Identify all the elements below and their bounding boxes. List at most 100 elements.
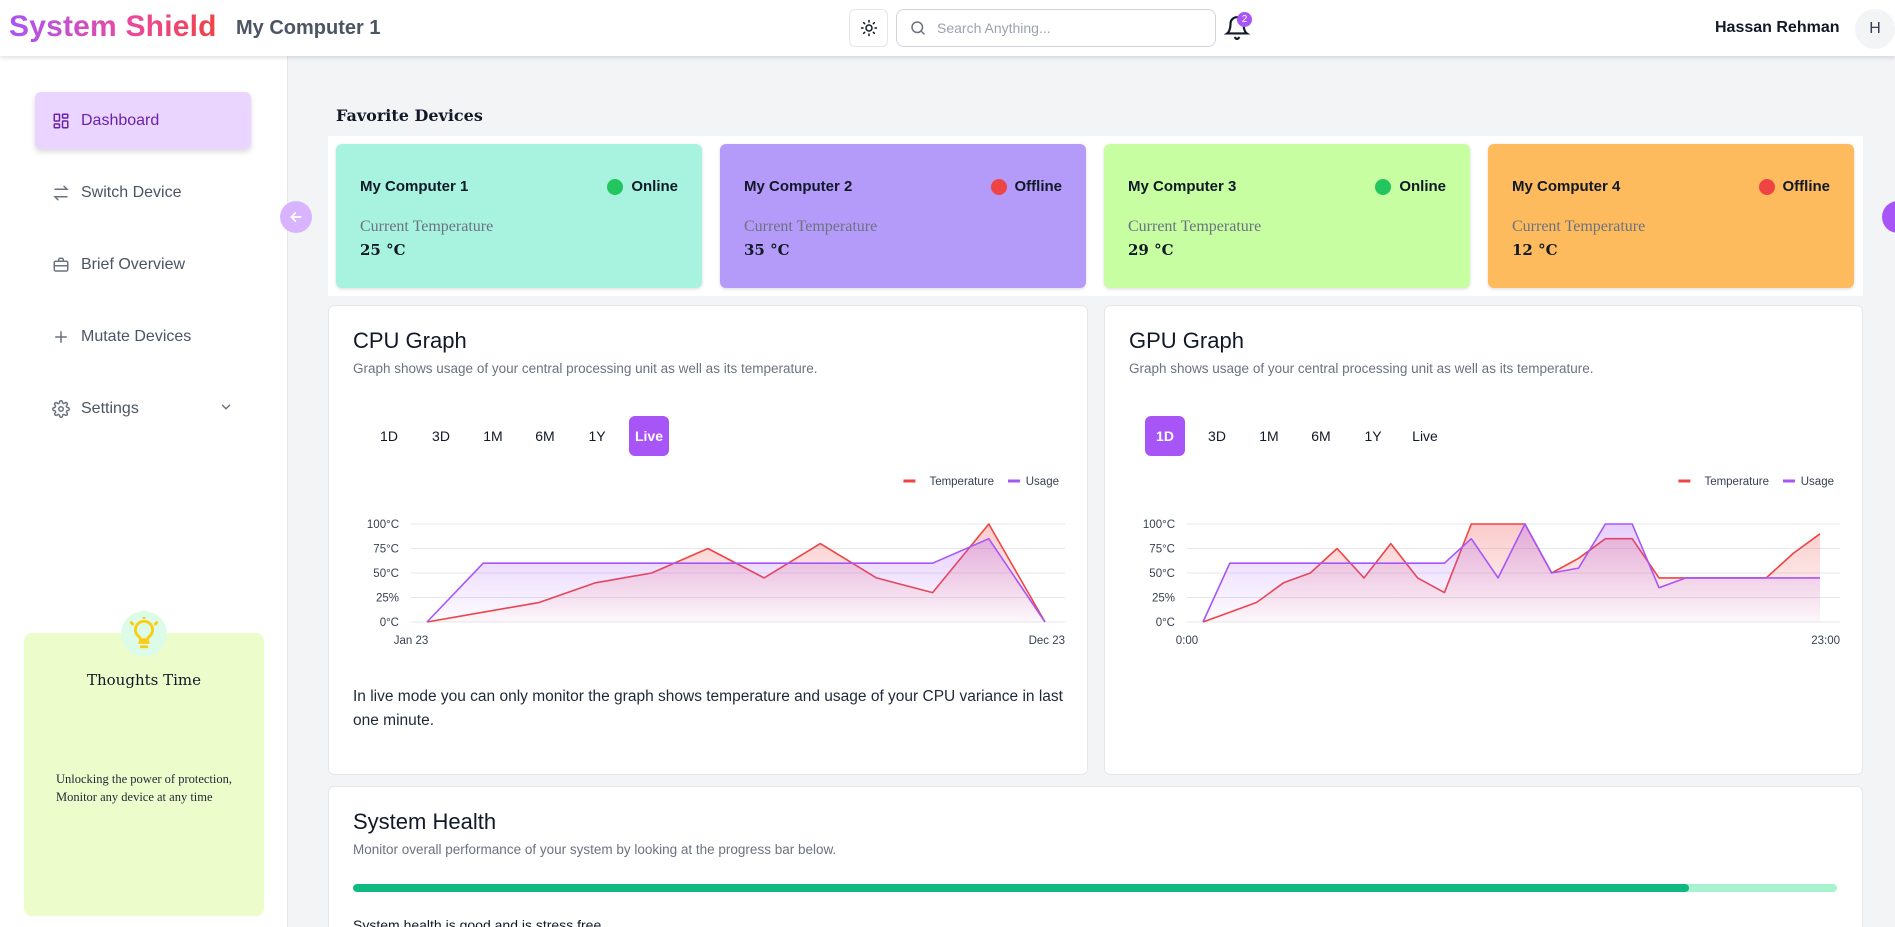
collapse-sidebar-button[interactable] — [280, 201, 312, 233]
search-box[interactable] — [896, 9, 1216, 47]
sidebar-item-mutate-devices[interactable]: Mutate Devices — [35, 308, 251, 365]
device-card[interactable]: My Computer 4 Offline Current Temperatur… — [1488, 144, 1854, 288]
sidebar-item-dashboard[interactable]: Dashboard — [35, 92, 251, 149]
cpu-graph-subtitle: Graph shows usage of your central proces… — [353, 361, 818, 376]
x-tick-label: Jan 23 — [394, 635, 429, 647]
y-tick-label: 75°C — [373, 544, 399, 556]
notification-badge: 2 — [1237, 12, 1252, 27]
status-label: Offline — [1782, 178, 1831, 195]
gpu-graph-title: GPU Graph — [1129, 328, 1244, 353]
range-tab[interactable]: 1Y — [1364, 428, 1382, 444]
theme-toggle-button[interactable] — [849, 9, 888, 47]
y-tick-label: 100°C — [367, 519, 399, 531]
range-tab[interactable]: Live — [629, 416, 669, 456]
temperature-value: 29 °C — [1128, 241, 1174, 259]
x-tick-label: 23:00 — [1811, 635, 1840, 647]
legend-label: Usage — [1801, 476, 1834, 488]
status-dot — [607, 178, 624, 195]
sidebar-item-label: Switch Device — [81, 183, 182, 201]
top-header: System Shield My Computer 1 2 Hassan Reh… — [0, 0, 1895, 56]
bell-icon[interactable] — [1224, 15, 1250, 41]
series-line-usage — [1202, 523, 1820, 623]
temperature-value: 25 °C — [360, 241, 406, 259]
sidebar-item-label: Mutate Devices — [81, 327, 192, 345]
health-progress-bar — [353, 884, 1837, 892]
cpu-chart: 0°C 25% 50°C 75°C 100°C Jan 23 Dec 23 Usage Temp… — [367, 476, 1065, 647]
switch-arrows-icon — [51, 183, 71, 203]
range-tab[interactable]: 3D — [432, 428, 450, 444]
range-tab[interactable]: 3D — [1208, 428, 1226, 444]
range-tab[interactable]: Live — [1412, 428, 1438, 444]
range-tab[interactable]: 6M — [1311, 428, 1331, 444]
range-tab[interactable]: 1M — [483, 428, 503, 444]
carousel-next-button[interactable] — [1882, 201, 1895, 233]
device-name: My Computer 1 — [360, 178, 469, 195]
range-tab[interactable]: 1D — [380, 428, 398, 444]
series-line-usage — [426, 537, 1046, 623]
temperature-label: Current Temperature — [1128, 218, 1262, 235]
thoughts-card: Thoughts Time Unlocking the power of pro… — [24, 611, 264, 916]
search-icon — [911, 21, 925, 35]
user-name[interactable]: Hassan Rehman — [1715, 19, 1840, 36]
y-tick-label: 0°C — [1156, 617, 1175, 629]
chevron-down-icon[interactable] — [219, 400, 233, 414]
temperature-value: 35 °C — [744, 241, 790, 259]
favorites-title: Favorite Devices — [336, 106, 483, 125]
temperature-label: Current Temperature — [1512, 218, 1646, 235]
gear-icon — [51, 399, 71, 419]
brand-logo[interactable]: System Shield — [9, 10, 217, 43]
device-status: Offline — [990, 178, 1063, 195]
plus-icon — [51, 327, 71, 347]
sidebar-item-label: Brief Overview — [81, 255, 186, 273]
sidebar: Dashboard Switch Device Brief Overview M… — [0, 56, 288, 927]
legend-label: Usage — [1026, 476, 1059, 488]
device-card[interactable]: My Computer 1 Online Current Temperature… — [336, 144, 702, 288]
y-tick-label: 50°C — [373, 568, 399, 580]
arrow-left-icon — [290, 212, 302, 222]
status-dot — [990, 178, 1007, 195]
status-label: Offline — [1014, 178, 1063, 195]
system-health-title: System Health — [353, 809, 497, 834]
range-tab[interactable]: 6M — [535, 428, 555, 444]
device-card[interactable]: My Computer 3 Online Current Temperature… — [1104, 144, 1470, 288]
current-device-title: My Computer 1 — [236, 17, 381, 39]
status-label: Online — [1399, 178, 1446, 195]
y-tick-label: 25% — [1152, 593, 1175, 605]
search-input[interactable] — [937, 20, 1197, 36]
cpu-graph-panel: CPU Graph Graph shows usage of your cent… — [328, 305, 1088, 775]
status-dot — [1375, 178, 1392, 195]
series-area-usage — [1203, 524, 1820, 622]
device-card[interactable]: My Computer 2 Offline Current Temperatur… — [720, 144, 1086, 288]
device-status: Offline — [1758, 178, 1831, 195]
system-health-subtitle: Monitor overall performance of your syst… — [353, 842, 837, 857]
dashboard-icon — [51, 111, 71, 131]
x-tick-label: 0:00 — [1176, 635, 1198, 647]
x-tick-label: Dec 23 — [1029, 635, 1065, 647]
cpu-live-note: In live mode you can only monitor the gr… — [353, 688, 1063, 729]
favorites-carousel: My Computer 1 Online Current Temperature… — [328, 136, 1863, 296]
sidebar-item-brief-overview[interactable]: Brief Overview — [35, 236, 251, 293]
device-status: Online — [607, 178, 678, 195]
status-dot — [1758, 178, 1775, 195]
health-progress-fill — [353, 884, 1689, 892]
temperature-label: Current Temperature — [744, 218, 878, 235]
temperature-value: 12 °C — [1512, 241, 1558, 259]
cpu-range-tabs: 1D 3D 1M 6M 1Y Live — [369, 416, 681, 456]
sidebar-item-settings[interactable]: Settings — [35, 380, 251, 437]
avatar[interactable]: H — [1855, 9, 1895, 49]
range-tab[interactable]: 1M — [1259, 428, 1279, 444]
device-name: My Computer 3 — [1128, 178, 1237, 195]
sidebar-item-label: Dashboard — [81, 111, 160, 129]
cpu-graph-title: CPU Graph — [353, 328, 467, 353]
device-name: My Computer 2 — [744, 178, 853, 195]
y-tick-label: 25% — [376, 593, 399, 605]
thoughts-text: Unlocking the power of protection, Monit… — [56, 772, 232, 804]
device-status: Online — [1375, 178, 1446, 195]
sidebar-item-switch-device[interactable]: Switch Device — [35, 164, 251, 221]
sun-icon — [860, 19, 877, 37]
gpu-graph-panel: GPU Graph Graph shows usage of your cent… — [1104, 305, 1863, 775]
range-tab[interactable]: 1Y — [588, 428, 606, 444]
range-tab[interactable]: 1D — [1145, 416, 1185, 456]
gpu-graph-subtitle: Graph shows usage of your central proces… — [1129, 361, 1594, 376]
health-status-text: System health is good and is stress free — [353, 917, 602, 927]
